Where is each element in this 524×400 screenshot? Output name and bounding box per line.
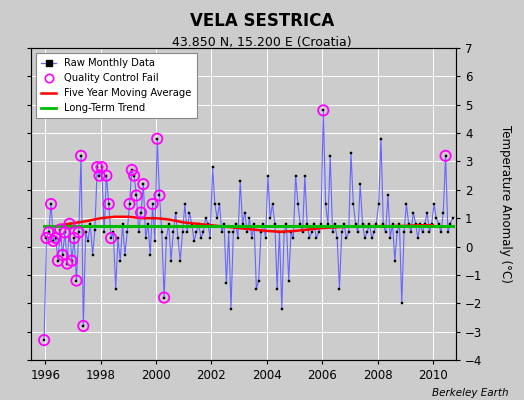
Legend: Raw Monthly Data, Quality Control Fail, Five Year Moving Average, Long-Term Tren: Raw Monthly Data, Quality Control Fail, … (37, 53, 197, 118)
Point (66, 221, 74, 227)
Point (74, 229, 83, 236)
Point (441, 152, 450, 159)
Point (153, 136, 161, 142)
Point (148, 201, 157, 207)
Point (130, 172, 138, 179)
Point (319, 107, 328, 114)
Point (47, 201, 55, 207)
Point (45, 229, 53, 236)
Point (58, 252, 67, 258)
Point (132, 192, 140, 199)
Point (77, 152, 85, 159)
Point (125, 201, 134, 207)
Text: 43.850 N, 15.200 E (Croatia): 43.850 N, 15.200 E (Croatia) (172, 36, 352, 49)
Point (105, 201, 113, 207)
Point (49, 238, 58, 244)
Text: VELA SESTRICA: VELA SESTRICA (190, 12, 334, 30)
Point (56, 226, 64, 233)
Point (54, 258, 62, 264)
Point (95, 172, 104, 179)
Point (68, 258, 76, 264)
Point (42, 235, 51, 241)
Point (63, 260, 71, 267)
Text: Berkeley Earth: Berkeley Earth (432, 388, 508, 398)
Point (137, 209, 145, 216)
Point (40, 337, 48, 343)
Point (70, 235, 78, 241)
Point (155, 192, 163, 199)
Point (72, 277, 81, 284)
Point (128, 167, 136, 173)
Point (160, 294, 168, 301)
Point (61, 229, 69, 236)
Point (97, 164, 106, 170)
Point (107, 235, 115, 241)
Point (93, 164, 101, 170)
Point (51, 235, 60, 241)
Point (79, 323, 88, 329)
Point (102, 172, 111, 179)
Point (139, 181, 148, 187)
Y-axis label: Temperature Anomaly (°C): Temperature Anomaly (°C) (499, 125, 512, 283)
